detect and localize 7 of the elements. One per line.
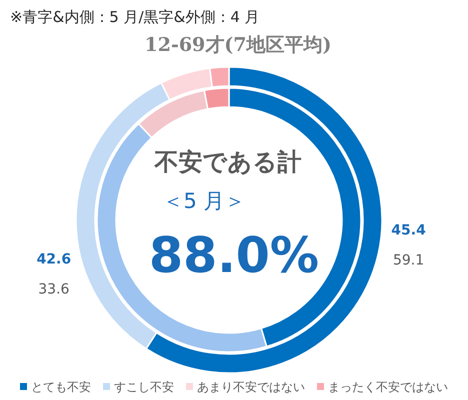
- legend-label: とても不安: [31, 380, 91, 394]
- annotation: ＜5 月＞: [162, 189, 246, 213]
- title: 12-69才(7地区平均): [144, 34, 332, 56]
- annotation: 不安である計: [154, 148, 302, 176]
- annotation: ※青字&内側：5 月/黒字&外側：4 月: [10, 8, 260, 26]
- annotation: 88.0%: [149, 227, 319, 284]
- legend-label: すこし不安: [114, 380, 174, 394]
